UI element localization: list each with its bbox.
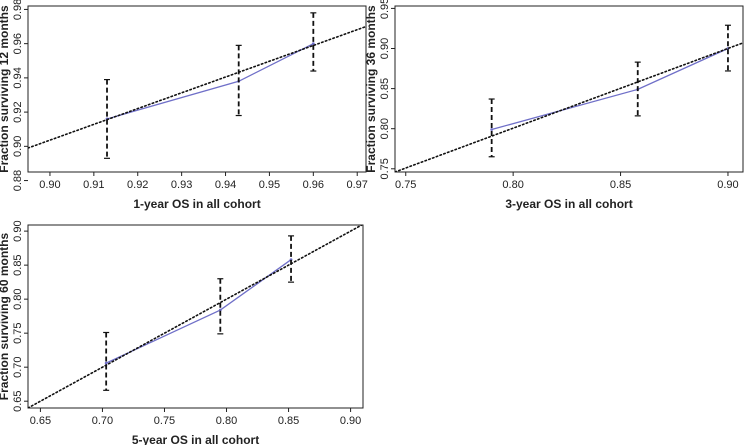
y-tick-label: 0.90 (12, 220, 24, 241)
x-tick-label: 0.75 (154, 415, 175, 427)
y-tick-label: 0.85 (379, 78, 391, 99)
y-tick-label: 0.88 (12, 170, 24, 191)
x-axis-label: 3-year OS in all cohort (505, 197, 632, 211)
y-axis-label: Fraction surviving 36 months (364, 5, 378, 173)
panel-3: 0.65 0.70 0.75 0.80 0.85 0.90 0.65 0.70 0.75 0.80… (0, 220, 364, 445)
x-axis-label: 5-year OS in all cohort (132, 433, 259, 445)
x-tick-label: 0.80 (502, 179, 523, 191)
y-tick-label: 0.85 (12, 254, 24, 275)
plot-frame (27, 224, 364, 409)
y-tick-label: 0.92 (12, 101, 24, 122)
error-bar (217, 278, 224, 335)
calibration-point (218, 308, 222, 312)
error-bar (488, 98, 495, 158)
x-tick-label: 0.96 (303, 179, 324, 191)
y-tick-label: 0.96 (12, 33, 24, 54)
y-tick-label: 0.98 (12, 0, 24, 20)
error-bar (288, 235, 295, 283)
ideal-diagonal-line (395, 42, 743, 172)
y-axis-label: Fraction surviving 60 months (0, 232, 11, 400)
y-tick-label: 0.70 (12, 356, 24, 377)
y-tick-label: 0.65 (12, 390, 24, 411)
x-tick-label: 0.93 (171, 179, 192, 191)
x-tick-label: 0.91 (83, 179, 104, 191)
y-tick-label: 0.75 (379, 158, 391, 179)
x-tick-label: 0.80 (216, 415, 237, 427)
y-tick-label: 0.90 (12, 136, 24, 157)
plot-area (28, 12, 366, 159)
x-tick-label: 0.90 (717, 179, 738, 191)
ideal-diagonal-line (28, 25, 366, 149)
x-tick-label: 0.75 (395, 179, 416, 191)
ideal-diagonal-line (28, 225, 363, 408)
x-tick-label: 0.70 (92, 415, 113, 427)
x-tick-label: 0.90 (340, 415, 361, 427)
panel-1: 0.90 0.91 0.92 0.93 0.94 0.95 0.96 0.97 0.88 0.90… (0, 0, 368, 211)
calibration-point (311, 42, 315, 46)
error-bar (103, 331, 110, 391)
x-tick-label: 0.65 (30, 415, 51, 427)
y-tick-label: 0.94 (12, 67, 24, 88)
x-tick-label: 0.85 (278, 415, 299, 427)
y-axis-label: Fraction surviving 12 months (0, 5, 11, 173)
x-tick-label: 0.92 (127, 179, 148, 191)
error-bar (634, 61, 641, 117)
x-axis-label: 1-year OS in all cohort (133, 197, 260, 211)
calibration-point (490, 128, 494, 131)
error-bar (104, 78, 111, 159)
y-tick-label: 0.80 (12, 288, 24, 309)
y-tick-label: 0.75 (12, 322, 24, 343)
y-tick-label: 0.80 (379, 118, 391, 139)
plot-area (395, 24, 743, 172)
x-tick-label: 0.94 (215, 179, 236, 191)
x-tick-label: 0.90 (39, 179, 60, 191)
y-tick-label: 0.90 (379, 38, 391, 59)
error-bar (724, 24, 731, 72)
x-tick-label: 0.85 (610, 179, 631, 191)
error-bar (310, 12, 317, 72)
y-tick-label: 0.95 (379, 0, 391, 19)
plot-frame (27, 5, 367, 173)
error-bar (235, 44, 242, 117)
x-tick-label: 0.95 (259, 179, 280, 191)
plot-area (28, 225, 363, 408)
x-tick-label: 0.97 (347, 179, 368, 191)
calibration-point (104, 361, 108, 365)
panel-2: 0.75 0.80 0.85 0.90 0.75 0.80 0.85 0.90 0.95 3-ye… (364, 0, 744, 211)
